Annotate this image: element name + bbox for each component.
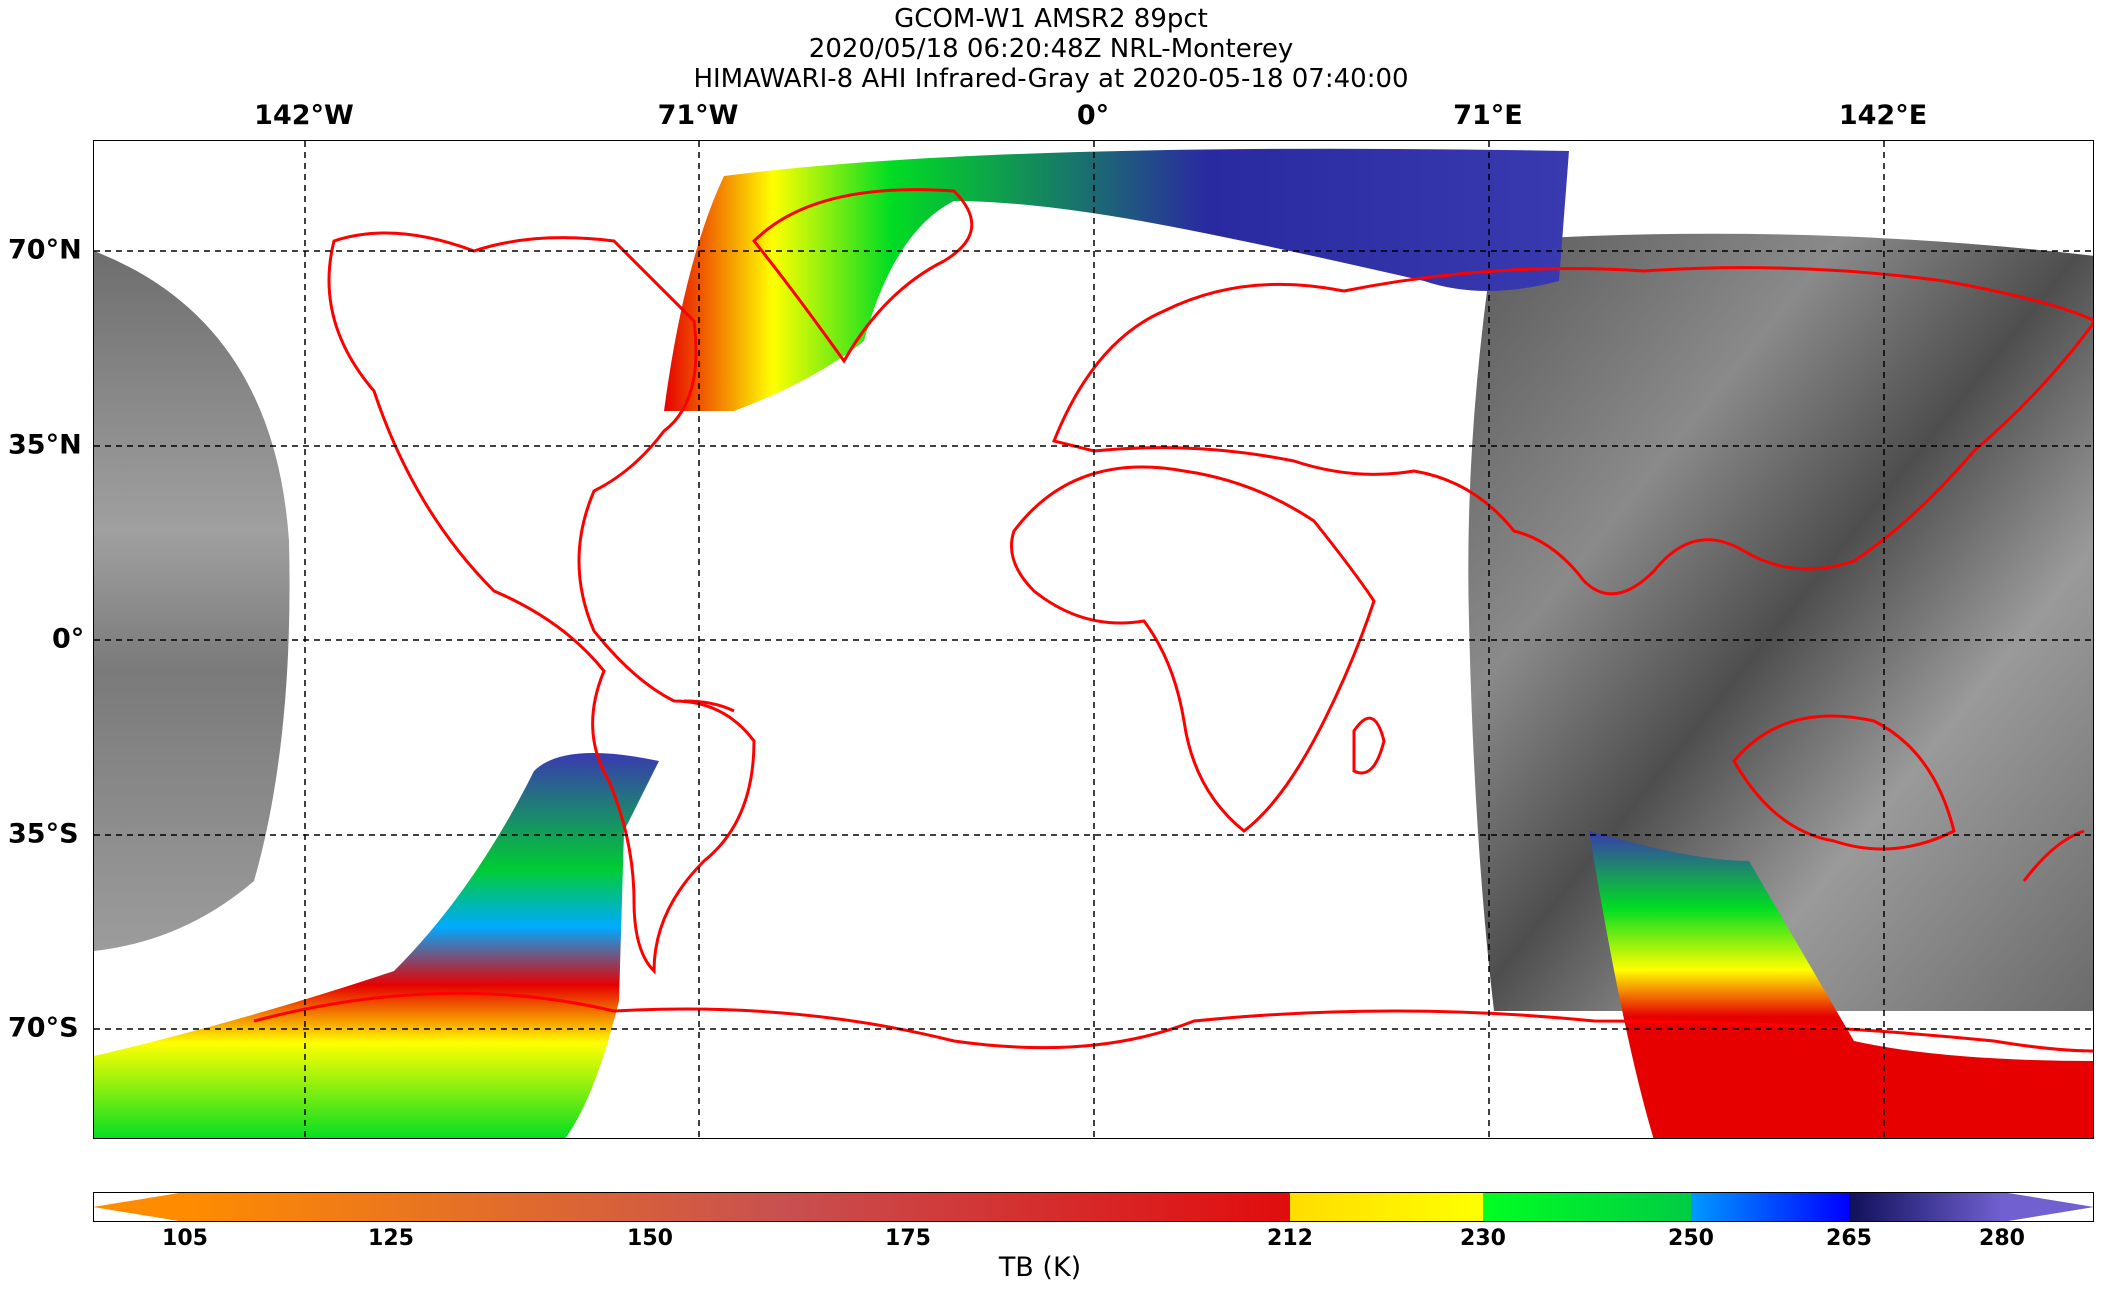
colorbar-segment-105-212 — [185, 1192, 1383, 1222]
colorbar-tick-125: 125 — [368, 1226, 414, 1251]
colorbar-tick-280: 280 — [1979, 1226, 2025, 1251]
colorbar-outline — [93, 1192, 2094, 1222]
colorbar-segment-265-280 — [1849, 1192, 2002, 1222]
lon-label-71w: 71°W — [657, 100, 739, 131]
title-line-2: 2020/05/18 06:20:48Z NRL-Monterey — [808, 34, 1294, 64]
lat-label-35s: 35°S — [8, 818, 79, 850]
amsr2-swath-arctic — [664, 148, 1569, 411]
colorbar-segment-250-265 — [1691, 1192, 1849, 1222]
amsr2-swath-antarctic-west — [94, 753, 659, 1138]
himawari-ir-west — [94, 251, 290, 951]
lon-label-142w: 142°W — [254, 100, 354, 131]
map-panel — [93, 140, 2094, 1139]
himawari-ir-east — [1468, 233, 2093, 1011]
colorbar-label: TB (K) — [998, 1252, 1082, 1283]
title-line-3: HIMAWARI-8 AHI Infrared-Gray at 2020-05-… — [693, 64, 1409, 94]
title-line-1: GCOM-W1 AMSR2 89pct — [894, 4, 1208, 34]
colorbar-tick-265: 265 — [1826, 1226, 1872, 1251]
figure-title: GCOM-W1 AMSR2 89pct 2020/05/18 06:20:48Z… — [0, 4, 2102, 94]
colorbar-tick-105: 105 — [162, 1226, 208, 1251]
lat-label-0: 0° — [52, 623, 85, 655]
colorbar-tick-150: 150 — [627, 1226, 673, 1251]
colorbar-segment-212-230 — [1290, 1192, 1483, 1222]
amsr2-swath-antarctic-east — [1589, 831, 2093, 1138]
colorbar — [93, 1192, 2094, 1222]
lon-label-0: 0° — [1076, 100, 1110, 131]
colorbar-tick-230: 230 — [1460, 1226, 1506, 1251]
lon-label-142e: 142°E — [1838, 100, 1928, 131]
lat-label-70n: 70°N — [8, 234, 82, 266]
lat-label-70s: 70°S — [8, 1012, 79, 1044]
colorbar-tick-212: 212 — [1267, 1226, 1313, 1251]
map-canvas — [94, 141, 2093, 1138]
colorbar-tick-250: 250 — [1668, 1226, 1714, 1251]
colorbar-high-extend — [2002, 1192, 2094, 1222]
colorbar-low-extend — [93, 1192, 185, 1222]
lon-label-71e: 71°E — [1453, 100, 1523, 131]
lat-label-35n: 35°N — [8, 429, 82, 461]
colorbar-tick-175: 175 — [885, 1226, 931, 1251]
gridlines — [94, 141, 2093, 1138]
colorbar-segment-230-250 — [1483, 1192, 1691, 1222]
coastlines — [253, 188, 2093, 1053]
